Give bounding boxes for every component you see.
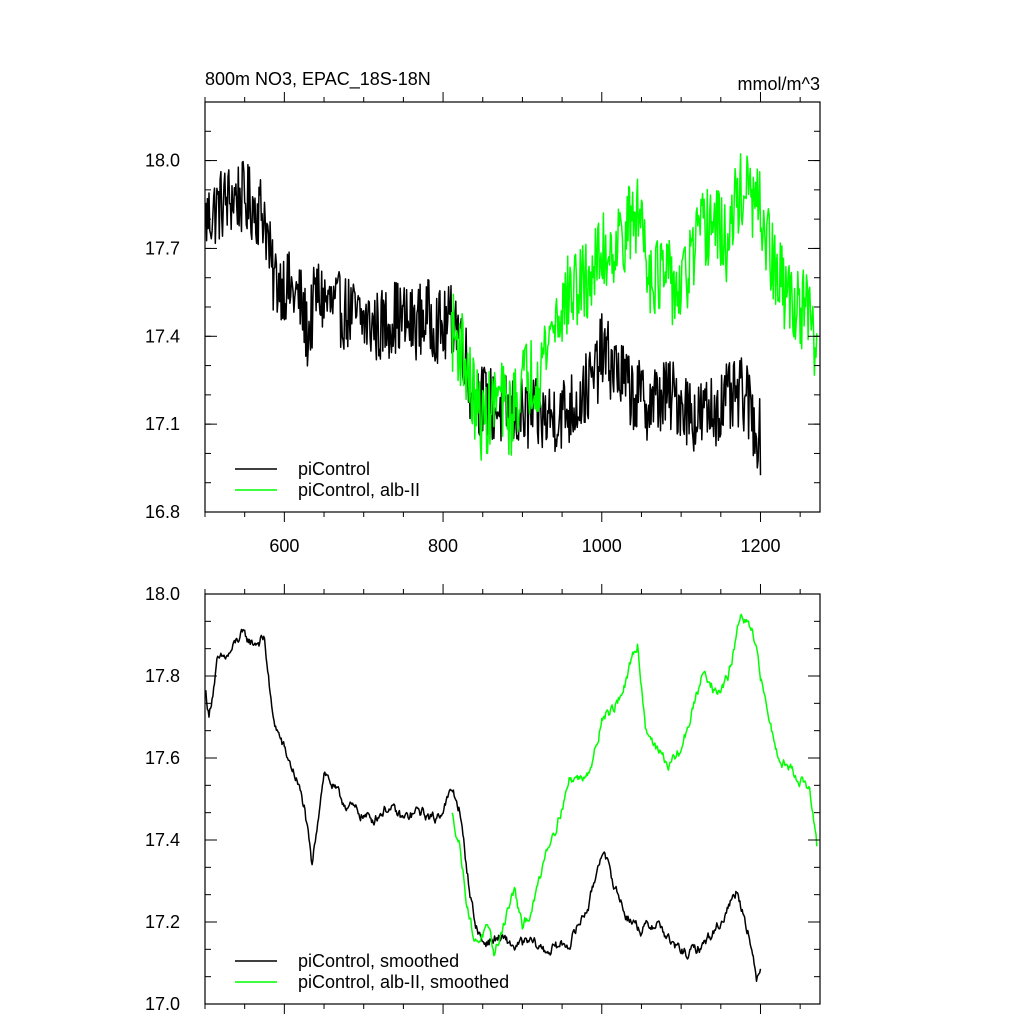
y-tick-label: 17.8 <box>145 666 180 686</box>
legend-label-0: piControl <box>298 459 370 479</box>
x-tick-label: 1200 <box>740 536 780 556</box>
y-tick-label: 17.4 <box>145 830 180 850</box>
x-tick-label: 1000 <box>582 536 622 556</box>
series-line-0 <box>205 160 762 476</box>
y-tick-label: 17.1 <box>145 414 180 434</box>
y-tick-label: 17.0 <box>145 994 180 1014</box>
legend-label-1: piControl, alb-II, smoothed <box>298 972 509 992</box>
legend-label-1: piControl, alb-II <box>298 480 420 500</box>
top-panel: 800m NO3, EPAC_18S-18N mmol/m^3 600 800 10… <box>145 69 821 556</box>
legend-label-0: piControl, smoothed <box>298 951 459 971</box>
bottom-axis-ticks: 17.0 17.2 17.4 17.6 17.8 18.0 <box>145 584 820 1014</box>
x-tick-label: 600 <box>269 536 299 556</box>
top-axis-ticks: 600 800 1000 1200 16.8 17.1 17.4 17.7 18.0 <box>145 92 820 556</box>
y-tick-label: 16.8 <box>145 502 180 522</box>
y-tick-label: 18.0 <box>145 151 180 171</box>
top-series-lines <box>205 153 818 476</box>
y-tick-label: 17.6 <box>145 748 180 768</box>
y-tick-label: 18.0 <box>145 584 180 604</box>
x-tick-label: 800 <box>428 536 458 556</box>
units-label: mmol/m^3 <box>738 74 820 94</box>
top-plot-frame <box>204 101 821 513</box>
series-line-0 <box>205 628 762 982</box>
bottom-panel: 17.0 17.2 17.4 17.6 17.8 18.0 piControl, smoo… <box>145 584 821 1014</box>
bottom-plot-frame <box>204 593 821 1005</box>
bottom-series-lines <box>205 613 818 982</box>
chart-title: 800m NO3, EPAC_18S-18N <box>205 69 431 90</box>
series-line-1 <box>451 613 818 957</box>
y-tick-label: 17.4 <box>145 326 180 346</box>
series-line-1 <box>451 153 818 461</box>
y-tick-label: 17.7 <box>145 238 180 258</box>
y-tick-label: 17.2 <box>145 912 180 932</box>
